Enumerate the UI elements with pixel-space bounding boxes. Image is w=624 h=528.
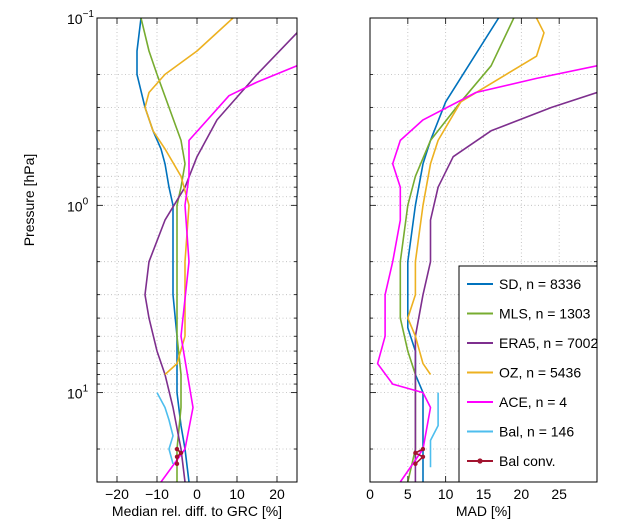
legend-label: ACE, n = 4: [499, 394, 567, 410]
y-tick-label: 10−1: [67, 9, 94, 27]
legend-marker: [477, 458, 483, 464]
series-marker: [420, 446, 426, 452]
y-tick-label: 100: [67, 196, 89, 214]
legend-label: Bal conv.: [499, 453, 556, 469]
x-tick-label: 20: [514, 486, 530, 502]
series-marker: [413, 450, 418, 456]
series-line: [376, 65, 597, 482]
legend-label: MLS, n = 1303: [499, 306, 591, 322]
series-marker: [174, 454, 180, 459]
y-tick-label: 101: [67, 384, 89, 402]
legend-box: [458, 265, 598, 483]
legend-label: Bal, n = 146: [499, 424, 574, 440]
series-marker: [413, 461, 418, 467]
x-axis-label: Median rel. diff. to GRC [%]: [112, 503, 282, 519]
x-tick-label: −20: [105, 486, 129, 502]
y-axis-label: Pressure [hPa]: [21, 154, 37, 247]
legend-label: OZ, n = 5436: [499, 365, 581, 381]
series-line: [140, 18, 186, 482]
series-marker: [178, 450, 184, 456]
legend-label: ERA5, n = 7002: [499, 335, 598, 351]
series-line: [144, 32, 297, 482]
x-tick-label: 0: [366, 486, 374, 502]
series-line: [414, 448, 424, 465]
x-tick-label: 0: [193, 486, 201, 502]
x-tick-label: 5: [404, 486, 412, 502]
x-tick-label: 15: [476, 486, 492, 502]
series-line: [160, 65, 297, 482]
series-line: [406, 18, 500, 482]
x-axis-label: MAD [%]: [456, 503, 511, 519]
legend-label: SD, n = 8336: [499, 276, 581, 292]
series-line: [176, 448, 182, 464]
series-marker: [174, 461, 180, 467]
series-line: [144, 18, 234, 376]
series-group: [376, 18, 597, 482]
x-tick-label: 20: [269, 486, 285, 502]
series-line: [156, 392, 174, 465]
legend: SD, n = 8336 MLS, n = 1303 ERA5, n = 7002 O…: [458, 265, 598, 483]
series-line: [414, 91, 597, 482]
series-marker: [420, 454, 426, 459]
x-tick-label: −10: [145, 486, 169, 502]
series-line: [429, 392, 439, 468]
series-line: [136, 18, 190, 482]
series-marker: [174, 446, 180, 452]
series-line: [406, 18, 545, 375]
x-tick-label: 10: [438, 486, 454, 502]
series-group: [136, 18, 297, 482]
x-tick-label: 25: [551, 486, 567, 502]
x-tick-label: 10: [229, 486, 245, 502]
